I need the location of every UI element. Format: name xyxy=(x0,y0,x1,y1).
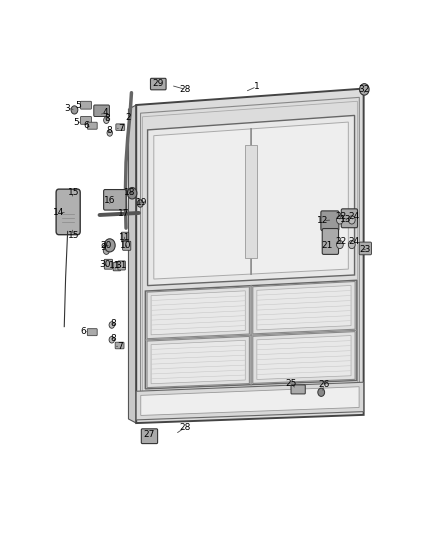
Circle shape xyxy=(348,240,355,248)
FancyBboxPatch shape xyxy=(322,229,339,254)
Polygon shape xyxy=(128,105,136,423)
FancyBboxPatch shape xyxy=(341,209,357,228)
Text: 9: 9 xyxy=(100,244,106,252)
FancyBboxPatch shape xyxy=(113,263,120,271)
Text: 5: 5 xyxy=(73,118,79,127)
Polygon shape xyxy=(136,382,364,420)
Circle shape xyxy=(336,240,343,248)
Polygon shape xyxy=(151,340,245,384)
Text: 30: 30 xyxy=(99,260,111,269)
Text: 15: 15 xyxy=(67,188,79,197)
Text: 7: 7 xyxy=(118,124,124,133)
FancyBboxPatch shape xyxy=(116,124,125,131)
FancyBboxPatch shape xyxy=(123,241,131,251)
Text: 23: 23 xyxy=(360,245,371,254)
Text: 28: 28 xyxy=(180,423,191,432)
Text: 4: 4 xyxy=(102,108,108,117)
Text: 25: 25 xyxy=(285,379,297,388)
Text: 16: 16 xyxy=(104,196,116,205)
Circle shape xyxy=(103,247,110,254)
Polygon shape xyxy=(147,287,249,338)
FancyBboxPatch shape xyxy=(81,101,92,109)
Text: 11: 11 xyxy=(119,232,130,241)
Polygon shape xyxy=(136,88,364,423)
FancyBboxPatch shape xyxy=(87,122,97,129)
Text: 12: 12 xyxy=(317,216,328,225)
Circle shape xyxy=(127,188,137,199)
Circle shape xyxy=(104,117,109,124)
Text: 18: 18 xyxy=(124,188,136,197)
Circle shape xyxy=(348,216,355,224)
Text: 8: 8 xyxy=(110,334,116,343)
Polygon shape xyxy=(148,116,354,286)
Polygon shape xyxy=(151,291,245,335)
Circle shape xyxy=(109,336,114,343)
Text: 13: 13 xyxy=(340,215,352,224)
Text: 11: 11 xyxy=(110,261,121,270)
Text: 21: 21 xyxy=(321,241,333,250)
Text: 2: 2 xyxy=(125,113,131,122)
Text: 14: 14 xyxy=(53,208,64,217)
Bar xyxy=(245,146,257,257)
Text: 6: 6 xyxy=(81,327,86,336)
Text: 26: 26 xyxy=(318,381,329,390)
FancyBboxPatch shape xyxy=(291,385,305,394)
Polygon shape xyxy=(145,280,357,389)
Text: 6: 6 xyxy=(83,121,89,130)
FancyBboxPatch shape xyxy=(151,78,166,90)
FancyBboxPatch shape xyxy=(104,190,126,210)
Text: 31: 31 xyxy=(115,261,127,270)
Polygon shape xyxy=(141,387,359,415)
Text: 32: 32 xyxy=(359,85,370,94)
Polygon shape xyxy=(257,336,351,379)
FancyBboxPatch shape xyxy=(56,189,80,235)
Text: 1: 1 xyxy=(254,82,260,91)
FancyBboxPatch shape xyxy=(104,260,113,269)
Text: 27: 27 xyxy=(143,430,155,439)
FancyBboxPatch shape xyxy=(87,329,97,336)
Polygon shape xyxy=(253,281,355,334)
FancyBboxPatch shape xyxy=(141,429,158,443)
Text: 22: 22 xyxy=(335,212,346,221)
FancyBboxPatch shape xyxy=(321,211,339,231)
Text: 22: 22 xyxy=(335,237,346,246)
Polygon shape xyxy=(253,332,355,383)
Text: 24: 24 xyxy=(349,212,360,221)
Circle shape xyxy=(107,130,113,136)
Circle shape xyxy=(104,239,115,252)
Text: 8: 8 xyxy=(110,319,116,328)
Polygon shape xyxy=(147,336,249,387)
Text: 3: 3 xyxy=(65,104,71,113)
Text: 17: 17 xyxy=(117,209,129,218)
FancyBboxPatch shape xyxy=(118,261,125,270)
Text: 8: 8 xyxy=(105,114,110,123)
Text: 7: 7 xyxy=(117,342,123,351)
Circle shape xyxy=(109,322,114,328)
Text: 24: 24 xyxy=(349,237,360,246)
Text: 20: 20 xyxy=(101,241,112,250)
Text: 19: 19 xyxy=(135,198,147,207)
Text: 28: 28 xyxy=(180,85,191,94)
Text: 8: 8 xyxy=(107,126,113,135)
Polygon shape xyxy=(257,286,351,330)
Circle shape xyxy=(71,106,78,114)
Circle shape xyxy=(137,200,143,207)
Circle shape xyxy=(360,84,369,95)
Text: 10: 10 xyxy=(120,241,132,250)
FancyBboxPatch shape xyxy=(121,232,129,240)
Polygon shape xyxy=(154,122,348,279)
FancyBboxPatch shape xyxy=(359,242,371,255)
Circle shape xyxy=(318,388,325,397)
FancyBboxPatch shape xyxy=(94,105,110,117)
Text: 29: 29 xyxy=(152,79,164,88)
Text: 15: 15 xyxy=(67,231,79,240)
FancyBboxPatch shape xyxy=(115,342,124,349)
Text: 5: 5 xyxy=(75,101,81,109)
Circle shape xyxy=(336,216,343,224)
FancyBboxPatch shape xyxy=(81,117,92,124)
